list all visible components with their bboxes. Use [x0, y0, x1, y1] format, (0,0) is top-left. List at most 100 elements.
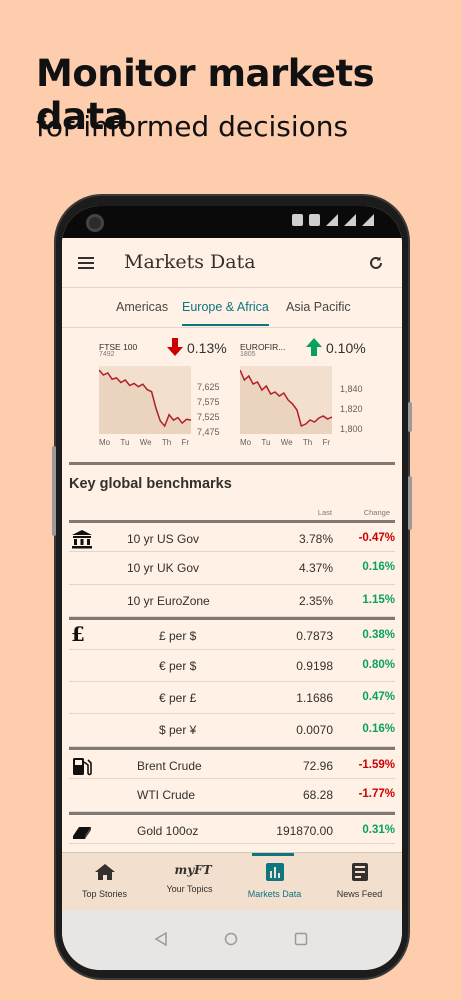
table-row[interactable]: £ £ per $ 0.7873 0.38% [69, 617, 395, 650]
bar-chart-icon [265, 863, 284, 881]
nav-top-stories[interactable]: Top Stories [62, 853, 147, 911]
page-title: Markets Data [124, 251, 256, 273]
index-card-eurofirst[interactable]: EUROFIR... 1805 0.10% 1,840 1,820 1,800 … [240, 336, 370, 456]
instrument-name: Brent Crude [137, 758, 202, 773]
change-value: 0.80% [362, 658, 395, 671]
nav-markets-data[interactable]: Markets Data [232, 853, 317, 911]
table-row[interactable]: 10 yr US Gov 3.78% -0.47% [69, 520, 395, 553]
table-row[interactable]: Gold 100oz 191870.00 0.31% [69, 811, 395, 844]
vibrate-icon [309, 214, 320, 226]
column-header-change: Change [363, 508, 390, 517]
gold-bar-icon [73, 826, 91, 839]
table-row[interactable]: 10 yr UK Gov 4.37% 0.16% [69, 552, 395, 585]
change-value: 0.38% [362, 629, 395, 642]
fuel-pump-icon [73, 757, 92, 775]
pound-icon: £ [71, 622, 85, 647]
wifi-icon [326, 214, 338, 226]
last-value: 4.37% [298, 561, 333, 576]
news-feed-icon [351, 863, 368, 881]
sparkline-area [240, 370, 332, 434]
signal-icon-2 [362, 214, 374, 226]
change-value: -1.77% [358, 788, 395, 801]
region-tabs: Americas Europe & Africa Asia Pacific [62, 288, 402, 328]
index-code: 1805 [240, 351, 256, 358]
day-label: Mo [99, 438, 111, 447]
last-value: 191870.00 [276, 823, 333, 838]
side-button [52, 446, 56, 536]
day-label: We [139, 438, 152, 447]
table-row[interactable]: WTI Crude 68.28 -1.77% [69, 779, 395, 812]
table-row[interactable]: 10 yr EuroZone 2.35% 1.15% [69, 585, 395, 618]
tab-americas[interactable]: Americas [116, 300, 169, 314]
instrument-name: Gold 100oz [137, 823, 199, 838]
instrument-name: 10 yr EuroZone [127, 593, 210, 608]
change-value: 0.16% [362, 723, 395, 736]
change-value: 0.16% [362, 561, 395, 574]
y-tick: 7,475 [197, 427, 220, 437]
table-row[interactable]: € per $ 0.9198 0.80% [69, 650, 395, 682]
last-value: 1.1686 [296, 690, 333, 705]
day-label: Fr [181, 438, 189, 447]
day-label: Mo [240, 438, 252, 447]
volume-button [408, 402, 412, 432]
back-icon[interactable] [154, 932, 168, 946]
nav-your-topics[interactable]: myFT Your Topics [147, 853, 232, 911]
change-value: -1.59% [358, 758, 395, 771]
index-charts: FTSE 100 7492 0.13% 7,625 7,575 7,525 7,… [62, 336, 402, 456]
promo-headline: Monitor markets data [36, 52, 375, 138]
change-value: 1.15% [362, 593, 395, 606]
index-name: FTSE 100 [99, 342, 138, 352]
system-navigation-bar [62, 910, 402, 970]
table-row[interactable]: Brent Crude 72.96 -1.59% [69, 746, 395, 780]
index-name: EUROFIR... [240, 342, 286, 352]
y-tick: 1,800 [340, 424, 363, 434]
power-button [408, 476, 412, 530]
arrow-up-icon [306, 338, 322, 356]
status-bar [62, 206, 402, 238]
day-label: Fr [322, 438, 330, 447]
column-header-last: Last [317, 508, 332, 517]
table-row[interactable]: $ per ¥ 0.0070 0.16% [69, 714, 395, 747]
last-value: 68.28 [302, 788, 333, 803]
phone-frame: Markets Data Americas Europe & Africa As… [52, 196, 412, 978]
recents-icon[interactable] [294, 932, 308, 946]
menu-icon[interactable] [78, 257, 94, 269]
active-tab-indicator [252, 853, 294, 856]
nav-label: Markets Data [247, 889, 302, 899]
last-value: 3.78% [298, 532, 333, 546]
nav-news-feed[interactable]: News Feed [317, 853, 402, 911]
index-card-ftse[interactable]: FTSE 100 7492 0.13% 7,625 7,575 7,525 7,… [99, 336, 229, 456]
instrument-name: 10 yr UK Gov [127, 561, 200, 576]
home-circle-icon[interactable] [224, 932, 238, 946]
last-value: 0.7873 [296, 629, 333, 644]
instrument-name: WTI Crude [137, 788, 196, 803]
tab-asia-pacific[interactable]: Asia Pacific [286, 300, 351, 314]
y-tick: 7,625 [197, 382, 220, 392]
change-value: -0.47% [358, 532, 395, 544]
tab-europe-africa[interactable]: Europe & Africa [182, 300, 269, 326]
instrument-name: € per $ [159, 658, 197, 673]
section-divider [69, 462, 395, 465]
y-tick: 7,575 [197, 397, 220, 407]
table-row[interactable]: € per £ 1.1686 0.47% [69, 682, 395, 715]
index-sparkline [240, 366, 333, 434]
index-sparkline [99, 366, 192, 434]
day-label: Tu [261, 438, 271, 447]
instrument-name: 10 yr US Gov [127, 532, 200, 546]
day-label: Th [302, 438, 313, 447]
day-label: We [280, 438, 293, 447]
signal-icon [344, 214, 356, 226]
last-value: 72.96 [302, 758, 333, 773]
nav-label: Top Stories [81, 889, 128, 899]
home-icon [94, 864, 115, 880]
benchmarks-table: 10 yr US Gov 3.78% -0.47% 10 yr UK Gov 4… [62, 520, 402, 844]
myft-icon: myFT [174, 863, 212, 877]
phone-screen: Markets Data Americas Europe & Africa As… [62, 206, 402, 970]
refresh-icon[interactable] [368, 255, 384, 271]
day-label: Tu [120, 438, 130, 447]
instrument-name: £ per $ [159, 629, 197, 644]
y-tick: 1,820 [340, 404, 363, 414]
sparkline-series [99, 369, 192, 428]
bank-icon [72, 530, 92, 549]
index-change: 0.10% [326, 340, 366, 356]
